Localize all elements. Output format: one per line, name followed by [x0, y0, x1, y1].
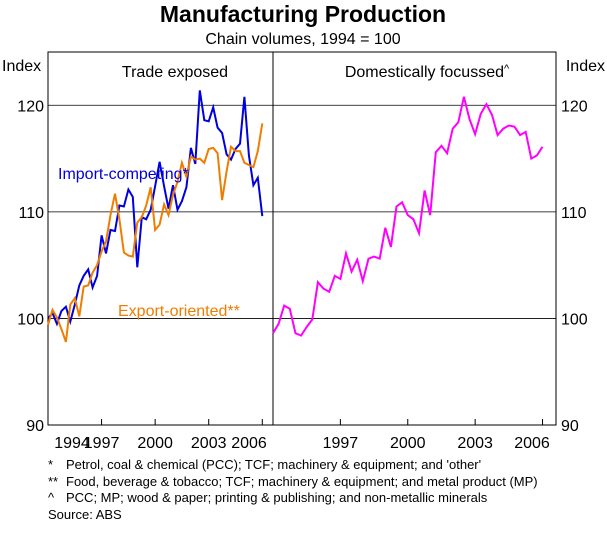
- y-tick-right-110: 110: [561, 205, 587, 222]
- footnote-marker: *: [48, 457, 54, 472]
- footnote-2: ** Food, beverage & tobacco; TCF; machine…: [48, 474, 603, 491]
- y-tick-left-90: 90: [26, 418, 44, 435]
- footnote-text: Food, beverage & tobacco; TCF; machinery…: [66, 473, 538, 489]
- chart-title: Manufacturing Production: [160, 1, 446, 27]
- y-axis-label-left: Index: [2, 58, 41, 75]
- chart-subtitle: Chain volumes, 1994 = 100: [205, 31, 400, 48]
- footnotes: * Petrol, coal & chemical (PCC); TCF; mac…: [48, 457, 603, 523]
- series-line-domestically-focussed: [272, 96, 544, 337]
- x-tick-trade-exposed-2003: 2003: [191, 435, 227, 452]
- plot-frame: [47, 51, 557, 426]
- y-tick-right-90: 90: [561, 418, 579, 435]
- series-line-import-competing: [47, 90, 264, 327]
- annotation-import-competing: Import-competing*: [58, 166, 189, 183]
- source-note: Source: ABS: [48, 506, 122, 522]
- x-tick-domestically-focussed-1997: 1997: [323, 435, 359, 452]
- footnote-text: Petrol, coal & chemical (PCC); TCF; mach…: [66, 457, 482, 472]
- chart-svg: Manufacturing Production Chain volumes, …: [2, 1, 605, 452]
- panel-title-trade-exposed: Trade exposed: [122, 64, 228, 81]
- y-axis-label-right: Index: [566, 58, 605, 75]
- y-tick-right-100: 100: [561, 311, 588, 328]
- footnote-marker: ^: [48, 490, 55, 505]
- panel-title-domestically-focussed: Domestically focussed^: [345, 63, 510, 81]
- x-tick-trade-exposed-2000: 2000: [137, 435, 173, 452]
- x-tick-domestically-focussed-2003: 2003: [457, 435, 493, 452]
- x-tick-trade-exposed-1994: 1994: [54, 435, 90, 452]
- footnote-3: ^ PCC; MP; wood & paper; printing & publi…: [48, 490, 603, 507]
- footnote-marker: **: [48, 473, 59, 489]
- series-line-export-oriented: [47, 123, 264, 343]
- y-tick-right-120: 120: [561, 98, 588, 115]
- x-tick-domestically-focussed-2000: 2000: [390, 435, 426, 452]
- annotation-export-oriented: Export-oriented**: [118, 303, 240, 320]
- x-tick-trade-exposed-1997: 1997: [84, 435, 120, 452]
- x-tick-trade-exposed-2006: 2006: [231, 435, 267, 452]
- footnote-text: PCC; MP; wood & paper; printing & publis…: [66, 490, 488, 505]
- y-tick-left-120: 120: [17, 98, 44, 115]
- y-tick-left-110: 110: [18, 205, 44, 222]
- x-tick-domestically-focussed-2006: 2006: [514, 435, 550, 452]
- footnote-1: * Petrol, coal & chemical (PCC); TCF; mac…: [48, 457, 603, 474]
- y-tick-left-100: 100: [17, 311, 44, 328]
